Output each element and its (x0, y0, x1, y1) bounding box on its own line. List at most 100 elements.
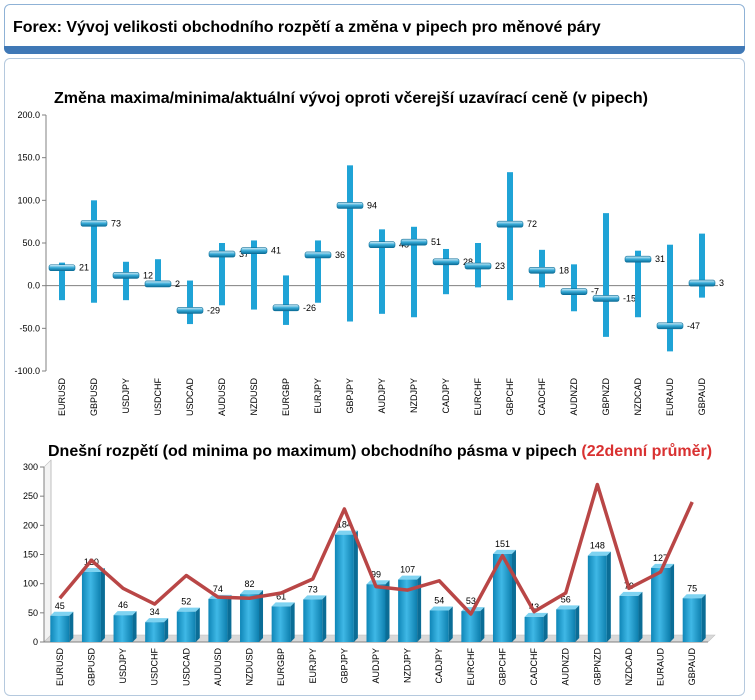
current-value-label: 73 (111, 218, 121, 228)
chart2-category-label: GBPJPY (339, 648, 349, 684)
range-value-label: 107 (400, 565, 415, 575)
chart1-category-label: AUDJPY (377, 378, 387, 414)
range-bar (59, 262, 65, 301)
range-bar-side (511, 549, 516, 642)
chart1-category-label: CADJPY (441, 378, 451, 414)
range-bar (492, 553, 512, 642)
range-bar-side (417, 575, 422, 642)
chart1-category-label: USDJPY (121, 378, 131, 414)
chart2-category-label: NZDCAD (624, 648, 634, 686)
range-bar-side (543, 612, 548, 642)
range-value-label: 61 (276, 591, 286, 601)
range-value-label: 52 (181, 597, 191, 607)
range-value-label: 82 (245, 579, 255, 589)
range-value-label: 56 (561, 594, 571, 604)
chart2-category-label: EURGBP (276, 648, 286, 686)
current-marker (336, 202, 364, 209)
current-value-label: 72 (527, 219, 537, 229)
current-marker (240, 247, 268, 254)
chart1-category-label: EURAUD (665, 378, 675, 417)
chart1-y-tick-label: -50.0 (19, 323, 40, 333)
range-bar-top (492, 549, 516, 554)
chart2-category-label: CADCHF (529, 647, 539, 685)
chart1-category-label: EURUSD (57, 378, 67, 417)
current-marker (304, 251, 332, 259)
chart2-title-main: Dnešní rozpětí (od minima po maximum) ob… (48, 443, 577, 460)
current-value-label: -47 (687, 321, 700, 331)
current-marker (80, 220, 108, 227)
current-marker (560, 288, 588, 295)
chart2-title-highlight: (22denní průměr) (581, 443, 713, 460)
chart1-category-label: GBPUSD (89, 378, 99, 417)
current-marker (432, 258, 460, 266)
range-bar-top (145, 618, 169, 623)
range-bar-top (587, 551, 611, 556)
chart2-category-label: USDJPY (118, 648, 128, 684)
current-value-label: -29 (207, 305, 220, 315)
range-bar-side (195, 607, 200, 642)
range-bar-side (290, 602, 295, 642)
range-bar-top (303, 595, 327, 600)
range-bar-top (682, 594, 706, 599)
chart1-y-tick-label: 200.0 (17, 110, 40, 120)
range-bar (251, 240, 257, 310)
range-bar (123, 261, 129, 301)
chart1-y-tick-label: -100.0 (14, 366, 40, 376)
chart1-category-label: USDCHF (153, 377, 163, 415)
range-bar (366, 584, 386, 642)
current-value-label: -7 (591, 287, 599, 297)
range-value-label: 73 (308, 584, 318, 594)
current-value-label: 3 (719, 278, 724, 288)
range-bar-top (50, 611, 74, 616)
range-bar (81, 572, 101, 642)
current-marker (400, 238, 428, 246)
range-bar (50, 615, 70, 642)
range-value-label: 127 (653, 553, 668, 563)
range-bar (91, 200, 97, 303)
current-marker (528, 267, 556, 274)
range-value-label: 46 (118, 600, 128, 610)
chart1-category-label: GBPCHF (505, 378, 515, 416)
chart1-title: Změna maxima/minima/aktuální vývoj oprot… (54, 90, 649, 107)
range-bar-top (556, 605, 580, 610)
chart2-category-label: EURAUD (656, 648, 666, 687)
range-bar-side (606, 551, 611, 642)
chart1-y-tick-label: 0.0 (27, 281, 40, 291)
range-bar (240, 594, 260, 642)
range-value-label: 151 (495, 539, 510, 549)
range-bar (219, 243, 225, 306)
chart2-y-tick-label: 50 (28, 608, 38, 618)
chart2-y-tick-label: 300 (23, 462, 38, 472)
chart2-category-label: AUDJPY (371, 648, 381, 684)
current-value-label: 31 (655, 254, 665, 264)
range-bar-side (701, 594, 706, 642)
range-bar-side (448, 606, 453, 642)
current-marker (144, 280, 172, 288)
chart2-y-tick-label: 100 (23, 579, 38, 589)
chart2-y-tick-label: 200 (23, 520, 38, 530)
range-bar-top (398, 575, 422, 580)
range-value-label: 53 (466, 596, 476, 606)
chart1-category-label: AUDNZD (569, 378, 579, 416)
chart1-y-tick-label: 150.0 (17, 153, 40, 163)
range-bar (145, 622, 165, 642)
chart2-category-label: EURCHF (466, 647, 476, 685)
current-marker (176, 307, 204, 314)
range-bar (155, 259, 161, 284)
current-value-label: 41 (271, 246, 281, 256)
chart2-category-label: CADJPY (434, 648, 444, 684)
range-bar-side (638, 591, 643, 642)
current-marker (592, 295, 620, 302)
range-bar (699, 233, 705, 298)
chart2-category-label: NZDUSD (245, 648, 255, 686)
range-bar (667, 244, 673, 352)
range-value-label: 74 (213, 584, 223, 594)
range-bar (524, 616, 544, 642)
chart1-category-label: EURCHF (473, 377, 483, 415)
range-bar (379, 229, 385, 314)
range-bar-top (271, 602, 295, 607)
range-bar (603, 213, 609, 337)
range-bar-side (575, 605, 580, 642)
range-value-label: 45 (55, 601, 65, 611)
chart1-category-label: GBPAUD (697, 378, 707, 416)
